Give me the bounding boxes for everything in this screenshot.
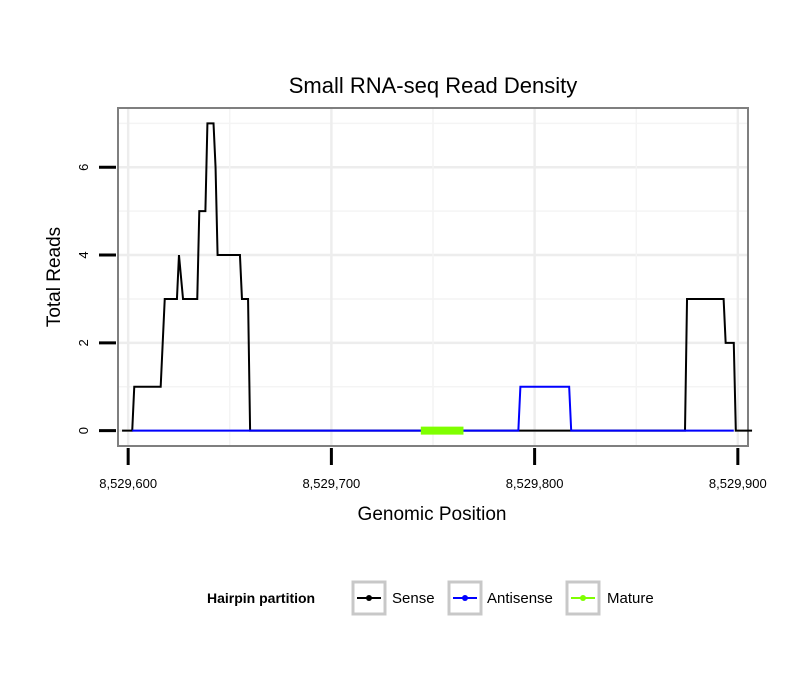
- y-tick-label: 4: [76, 251, 91, 258]
- y-tick-label: 2: [76, 339, 91, 346]
- legend-dot-mature: [580, 595, 586, 601]
- series-line-sense: [122, 122, 753, 432]
- series-lines: [122, 122, 753, 435]
- x-axis-title: Genomic Position: [358, 504, 507, 525]
- legend-item-sense: Sense: [351, 580, 435, 616]
- chart-title: Small RNA-seq Read Density: [289, 73, 578, 98]
- y-tick-label: 0: [76, 427, 91, 434]
- y-axis: 0 2 4 6: [76, 164, 116, 434]
- x-tick-label: 8,529,600: [99, 476, 157, 491]
- legend-label-mature: Mature: [607, 590, 654, 607]
- legend-title: Hairpin partition: [207, 590, 315, 606]
- y-tick-label: 6: [76, 164, 91, 171]
- legend-item-antisense: Antisense: [447, 580, 553, 616]
- x-tick-label: 8,529,800: [506, 476, 564, 491]
- y-axis-title: Total Reads: [44, 227, 65, 327]
- series-line-antisense: [132, 385, 734, 432]
- legend-dot-sense: [366, 595, 372, 601]
- x-tick-label: 8,529,700: [302, 476, 360, 491]
- legend-item-mature: Mature: [565, 580, 654, 616]
- x-tick-label: 8,529,900: [709, 476, 767, 491]
- legend-label-antisense: Antisense: [487, 590, 553, 607]
- x-axis: 8,529,600 8,529,700 8,529,800 8,529,900: [99, 448, 767, 491]
- legend-dot-antisense: [462, 595, 468, 601]
- legend: Hairpin partition Sense Antisense Mature: [207, 580, 654, 616]
- legend-label-sense: Sense: [392, 590, 435, 607]
